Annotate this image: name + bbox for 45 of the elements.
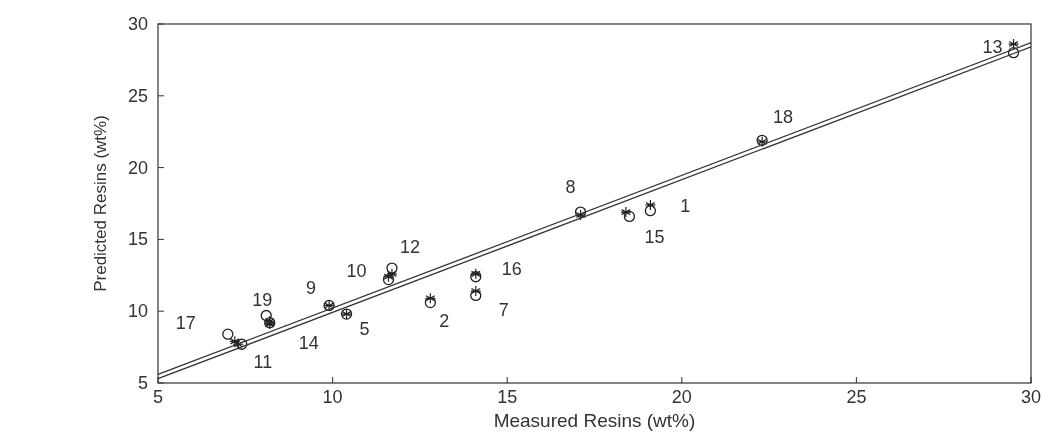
x-tick-label: 15 — [497, 387, 518, 407]
annotation: 13 — [982, 37, 1003, 58]
x-axis-title: Measured Resins (wt%) — [493, 410, 696, 431]
point — [424, 292, 436, 304]
y-tick-label: 20 — [127, 157, 148, 178]
annotation: 5 — [359, 318, 370, 339]
annotation: 11 — [253, 351, 273, 372]
annotation: 18 — [773, 107, 794, 128]
point — [1007, 38, 1020, 50]
point — [260, 309, 272, 322]
annotation: 17 — [175, 312, 196, 333]
x-tick-label: 5 — [152, 387, 164, 407]
y-tick-label: 5 — [137, 373, 148, 393]
annotation: 12 — [399, 236, 420, 257]
annotation: 19 — [252, 290, 273, 311]
x-tick-label: 10 — [322, 387, 343, 407]
point — [620, 206, 632, 218]
annotation: 15 — [644, 227, 665, 248]
point — [644, 205, 657, 217]
annotation: 7 — [498, 300, 509, 321]
point — [470, 285, 482, 297]
point — [236, 338, 248, 350]
x-tick-label: 20 — [671, 387, 692, 407]
annotation: 1 — [680, 196, 691, 217]
annotation: 10 — [346, 261, 367, 282]
annotation: 2 — [439, 311, 450, 332]
y-tick-label: 30 — [127, 14, 148, 34]
y-axis-title: Predicted Resins (wt%) — [91, 115, 110, 292]
x-tick-label: 25 — [846, 387, 867, 407]
y-tick-label: 25 — [127, 85, 148, 106]
point — [222, 328, 234, 340]
y-tick-label: 10 — [127, 301, 148, 322]
point — [1007, 47, 1020, 59]
annotation: 16 — [501, 259, 522, 280]
annotation: 9 — [306, 278, 317, 299]
point — [644, 199, 656, 211]
point — [386, 268, 398, 280]
annotation: 8 — [565, 176, 576, 197]
point — [424, 296, 437, 309]
point — [386, 262, 398, 274]
point — [623, 210, 636, 223]
x-tick-label: 30 — [1020, 387, 1042, 407]
point — [470, 289, 482, 302]
annotation: 14 — [298, 333, 319, 354]
y-tick-label: 15 — [127, 229, 148, 250]
